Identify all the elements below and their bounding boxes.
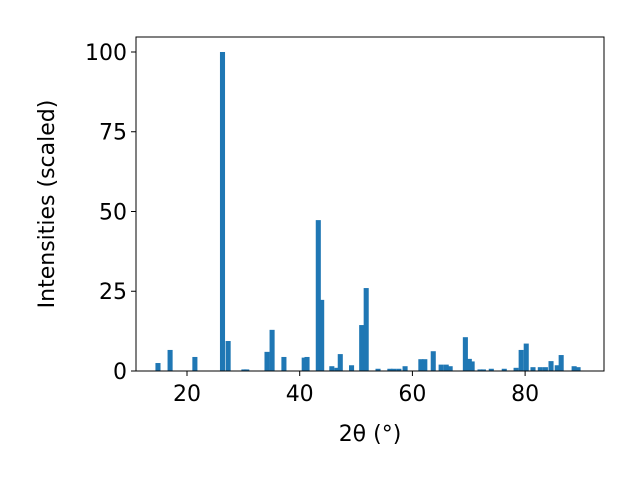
bar (530, 367, 536, 371)
y-tick-label: 75 (99, 121, 127, 146)
bar (241, 369, 247, 371)
bar (430, 351, 436, 371)
bar (225, 341, 231, 371)
bar (571, 366, 577, 371)
bar (548, 361, 554, 371)
bar (244, 369, 250, 371)
bar (363, 288, 369, 371)
bar (488, 368, 494, 371)
bar (349, 365, 355, 371)
bar (269, 329, 275, 371)
bar (387, 368, 393, 371)
bar (319, 299, 325, 371)
y-tick-label: 100 (85, 41, 127, 66)
bar (329, 366, 335, 371)
bar (337, 354, 343, 371)
bar (443, 364, 449, 371)
y-tick-label: 50 (99, 200, 127, 225)
bar (219, 51, 226, 371)
x-tick-label: 20 (173, 382, 201, 407)
x-tick-label: 80 (511, 382, 539, 407)
bar (418, 359, 424, 371)
bar (462, 337, 468, 371)
y-tick-label: 25 (99, 280, 127, 305)
bar (334, 367, 340, 371)
bar (558, 355, 564, 371)
bar (304, 356, 310, 371)
bar (375, 368, 381, 371)
bar (438, 364, 444, 371)
x-tick-label: 40 (286, 382, 314, 407)
plot-frame (135, 36, 605, 372)
bar (501, 368, 507, 371)
bar (575, 367, 581, 371)
bar (469, 361, 475, 371)
bar (518, 349, 524, 371)
x-axis-label: 2θ (°) (339, 422, 402, 447)
bar (554, 365, 560, 371)
bar (422, 359, 428, 371)
bar (359, 325, 365, 371)
bar (396, 368, 402, 371)
bar (477, 369, 483, 371)
bar (167, 349, 173, 371)
bar (537, 367, 543, 371)
bar (513, 367, 519, 371)
bar (480, 369, 486, 371)
bar (192, 356, 198, 371)
bar (281, 356, 287, 371)
bar (155, 363, 161, 371)
bar (264, 351, 270, 371)
y-axis-label: Intensities (scaled) (35, 100, 60, 309)
bar (542, 367, 548, 371)
bar (447, 366, 453, 371)
bar (301, 357, 307, 371)
bar (523, 343, 529, 371)
bar (402, 366, 408, 371)
y-tick-label: 0 (113, 360, 127, 385)
bar (391, 368, 397, 371)
x-tick-label: 60 (398, 382, 426, 407)
bar (466, 358, 472, 371)
bar (315, 220, 321, 371)
